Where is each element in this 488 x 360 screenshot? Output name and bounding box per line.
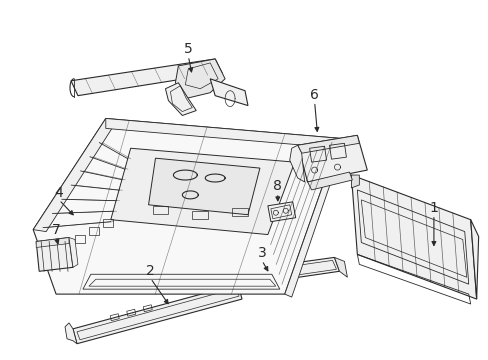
Text: 8: 8 — [273, 179, 282, 193]
Text: 5: 5 — [183, 42, 192, 56]
Polygon shape — [210, 79, 247, 105]
Polygon shape — [175, 59, 224, 99]
Polygon shape — [36, 238, 73, 271]
Text: 1: 1 — [428, 201, 437, 215]
Text: 3: 3 — [257, 246, 266, 260]
Polygon shape — [111, 148, 294, 235]
Polygon shape — [289, 145, 304, 182]
Polygon shape — [267, 202, 295, 222]
Text: 7: 7 — [52, 222, 61, 237]
Polygon shape — [351, 175, 476, 299]
Polygon shape — [105, 118, 339, 148]
Polygon shape — [36, 238, 69, 247]
Polygon shape — [351, 175, 359, 188]
Polygon shape — [69, 238, 78, 267]
Polygon shape — [65, 323, 77, 344]
Polygon shape — [470, 220, 478, 299]
Polygon shape — [212, 257, 339, 289]
Text: 4: 4 — [55, 186, 63, 200]
Polygon shape — [33, 118, 339, 294]
Polygon shape — [73, 284, 242, 344]
Polygon shape — [71, 59, 222, 96]
Polygon shape — [334, 257, 346, 277]
Text: 6: 6 — [309, 87, 318, 102]
Polygon shape — [165, 83, 196, 116]
Polygon shape — [297, 135, 366, 182]
Text: 2: 2 — [146, 264, 155, 278]
Polygon shape — [33, 118, 116, 231]
Polygon shape — [206, 269, 217, 289]
Polygon shape — [148, 158, 260, 215]
Polygon shape — [297, 135, 359, 153]
Polygon shape — [284, 138, 344, 297]
Polygon shape — [307, 172, 352, 190]
